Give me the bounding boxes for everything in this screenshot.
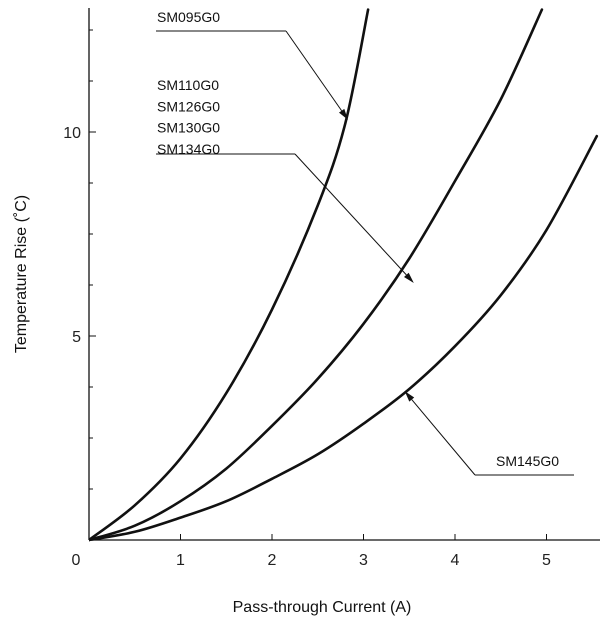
series-label-1-0: SM110G0 bbox=[157, 77, 219, 93]
leader-line-0 bbox=[285, 30, 343, 112]
y-axis-label: Temperature Rise (˚C) bbox=[13, 195, 30, 353]
series-label-1-2: SM130G0 bbox=[157, 120, 220, 136]
x-tick-label: 5 bbox=[542, 552, 551, 569]
arrow-head-0 bbox=[339, 108, 348, 120]
series-label-1-3: SM134G0 bbox=[157, 141, 220, 157]
series-line-2 bbox=[89, 134, 599, 542]
series-line-0 bbox=[89, 8, 370, 542]
leader-line-2 bbox=[411, 399, 476, 476]
x-axis-label: Pass-through Current (A) bbox=[233, 599, 412, 616]
series-label-1-1: SM126G0 bbox=[157, 98, 220, 114]
y-tick-label: 5 bbox=[72, 329, 81, 346]
curves-layer bbox=[89, 8, 599, 542]
series-line-1 bbox=[89, 8, 544, 542]
x-tick-label: 0 bbox=[72, 552, 81, 569]
leader-line-1 bbox=[294, 153, 407, 276]
y-tick-label: 10 bbox=[63, 125, 81, 142]
arrow-head-1 bbox=[404, 272, 414, 283]
x-tick-label: 4 bbox=[451, 552, 460, 569]
series-label-2: SM145G0 bbox=[496, 453, 559, 469]
arrow-head-2 bbox=[404, 391, 415, 402]
annotations-layer: SM095G0 SM110G0 SM126G0 SM130G0 SM134G0 SM145… bbox=[156, 9, 574, 476]
axes-layer bbox=[88, 8, 600, 541]
x-tick-label: 1 bbox=[176, 552, 185, 569]
series-label-0: SM095G0 bbox=[157, 9, 220, 25]
x-tick-label: 3 bbox=[359, 552, 368, 569]
ticks-layer: 0 1 2 3 4 5 5 10 bbox=[63, 29, 551, 569]
x-tick-label: 2 bbox=[268, 552, 277, 569]
